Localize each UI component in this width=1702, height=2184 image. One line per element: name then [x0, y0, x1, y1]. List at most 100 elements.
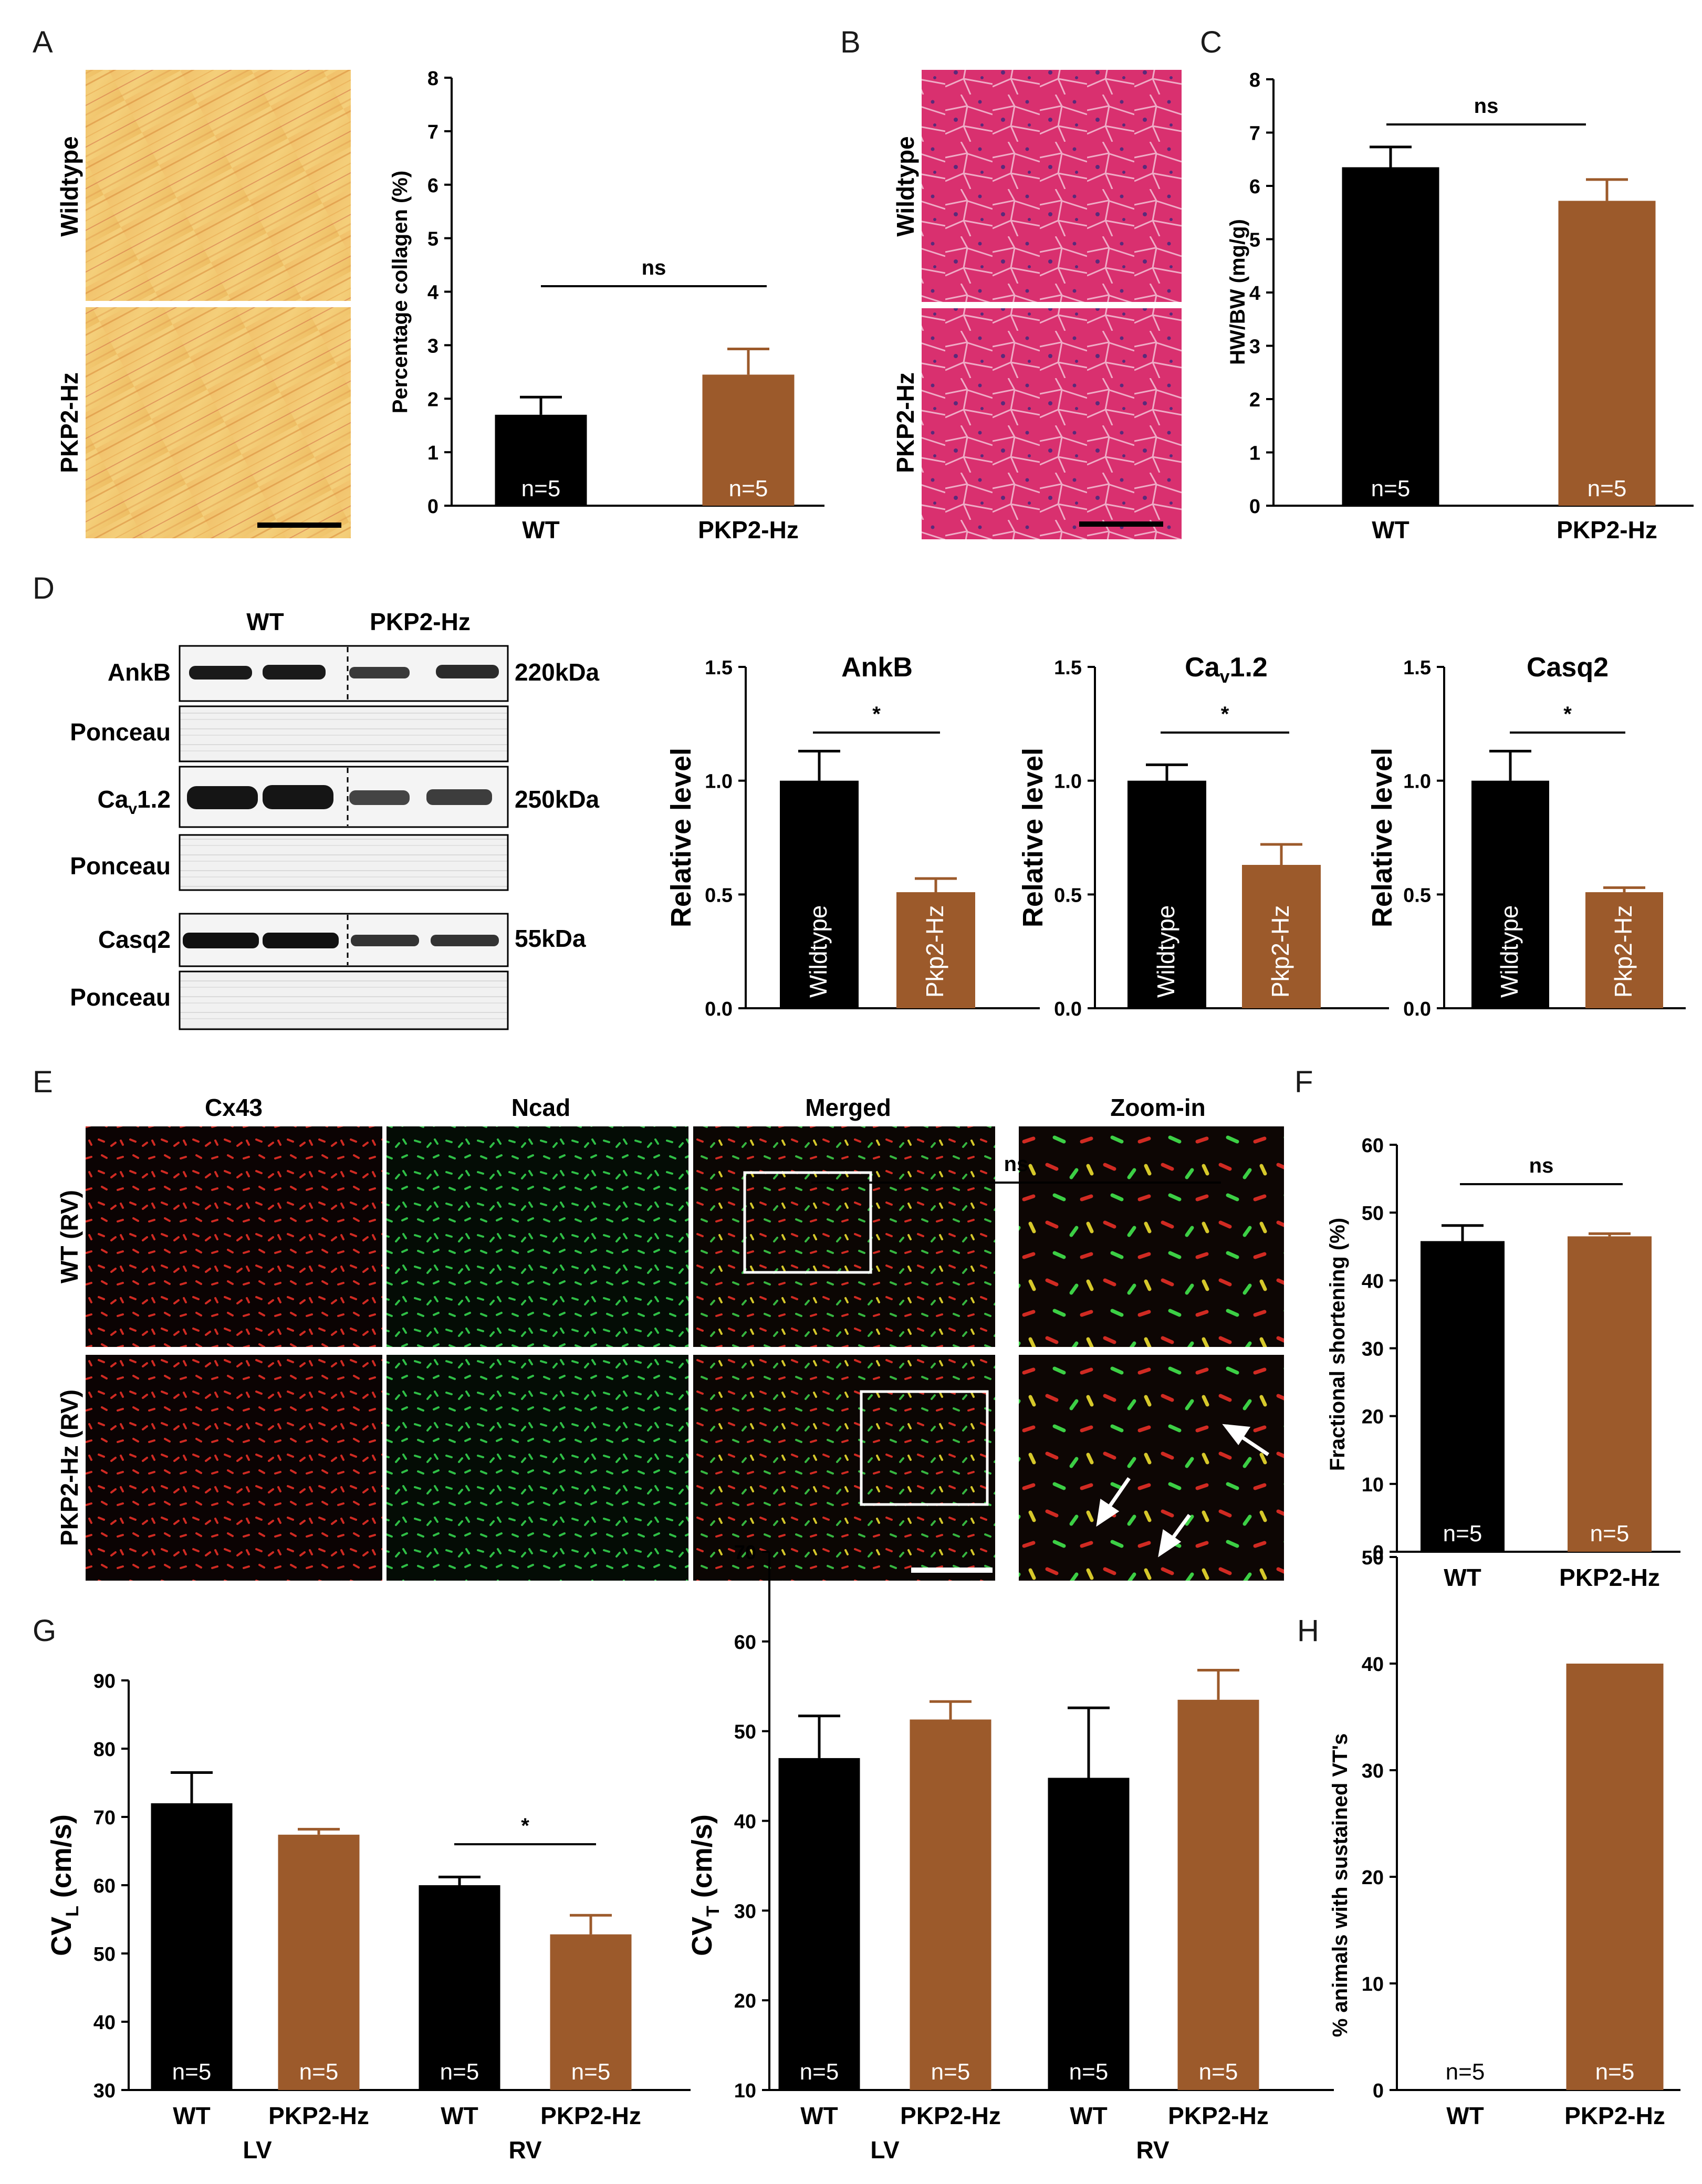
y-tick-label: 50: [734, 1721, 756, 1743]
y-tick-label: 1.0: [1054, 771, 1082, 793]
x-group-label: RV: [1136, 2136, 1169, 2164]
y-tick-label: 5: [1249, 229, 1260, 252]
y-tick-label: 10: [734, 2080, 756, 2102]
column-title-zoom-in: Zoom-in: [1110, 1094, 1205, 1121]
y-axis-title: % animals with sustained VT's: [1329, 1733, 1352, 2037]
bar-category-label: Pkp2-Hz: [1267, 905, 1294, 998]
panel-label-e: E: [33, 1065, 53, 1099]
y-tick-label: 6: [1249, 176, 1260, 198]
y-axis-title: Relative level: [665, 748, 697, 927]
bar: [1585, 892, 1663, 1008]
row-label-wt-rv: WT (RV): [56, 1190, 83, 1283]
y-tick-label: 1.5: [1054, 657, 1082, 679]
y-axis-title-main: CV: [686, 1917, 718, 1956]
y-tick-label: 1.5: [705, 657, 733, 679]
y-tick-label: 0: [1373, 2080, 1384, 2102]
chart-title-main: Ca: [1185, 652, 1220, 683]
row-label-pkp2-hz: PKP2-Hz: [892, 372, 919, 473]
y-tick-label: 0.0: [1403, 998, 1431, 1020]
panel-e-immunofluorescence: Cx43 Ncad Merged Zoom-in WT (RV) PKP2-Hz…: [56, 1094, 1284, 1581]
y-tick-label: 40: [93, 2012, 116, 2034]
n-count-label: n=5: [440, 2059, 479, 2085]
x-category-label: WT: [1372, 516, 1409, 544]
column-title-merged: Merged: [805, 1094, 891, 1121]
panel-label-f: F: [1294, 1065, 1313, 1099]
blot-size-casq2: 55kDa: [515, 925, 586, 952]
blot-label-casq2: Casq2: [98, 926, 171, 953]
bar: [1342, 167, 1439, 506]
chart-title: Cav1.2: [1185, 652, 1268, 687]
n-count-label: n=5: [1595, 2059, 1635, 2085]
bar-category-label: Wildtype: [805, 905, 832, 998]
y-tick-label: 1.0: [1403, 771, 1431, 793]
panel-label-c: C: [1200, 25, 1222, 59]
y-axis-title-sub: L: [62, 1906, 82, 1917]
bar: [1242, 865, 1321, 1008]
panel-label-a: A: [33, 25, 53, 59]
y-axis-title: CVT (cm/s): [686, 1814, 723, 1956]
y-tick-label: 60: [1362, 1135, 1384, 1157]
blot-label-cav12-main: Ca: [98, 786, 129, 813]
y-axis-title-text: Relative level: [1017, 748, 1049, 927]
n-count-label: n=5: [299, 2059, 339, 2085]
y-tick-label: 50: [1362, 1203, 1384, 1225]
blot-group-wt: WT: [246, 608, 284, 635]
n-count-label: n=5: [1446, 2059, 1485, 2085]
y-axis-title-sub: T: [703, 1906, 723, 1917]
blot-strip-ponceau: [179, 970, 509, 1030]
blot-label-ponceau: Ponceau: [70, 718, 171, 746]
he-image-pkp2-hz: [922, 308, 1182, 539]
bar: [778, 1758, 860, 2090]
y-tick-label: 10: [1362, 1973, 1384, 1995]
chart-casq2: 0.0 0.5 1.0 1.5 Relative level Casq2 Wildtype P…: [1366, 652, 1686, 1020]
n-count-label: n=5: [800, 2059, 839, 2085]
chart-fractional-shortening: 0 10 20 30 40 50 60 Fractional shortening (%) WT…: [1326, 1135, 1680, 1591]
blot-label-ankb: AnkB: [108, 659, 171, 686]
n-count-label: n=5: [1069, 2059, 1109, 2085]
blot-size-cav12: 250kDa: [515, 786, 600, 813]
n-count-label: n=5: [571, 2059, 611, 2085]
y-tick-label: 20: [1362, 1406, 1384, 1428]
blot-label-ponceau: Ponceau: [70, 984, 171, 1011]
merged-image-wt: [693, 1126, 995, 1347]
bar: [1568, 1236, 1652, 1552]
y-tick-label: 3: [1249, 336, 1260, 358]
chart-cv-longitudinal: 30 40 50 60 70 80 90 CVL (cm/s) WT n=5 PKP2-Hz n=5 W…: [46, 1670, 691, 2164]
significance-label: ns: [1004, 1153, 1029, 1176]
bar: [896, 892, 975, 1008]
x-category-label: PKP2-Hz: [1557, 516, 1657, 544]
bar: [780, 780, 859, 1008]
y-tick-label: 1: [1249, 443, 1260, 465]
y-tick-label: 0.5: [1403, 884, 1431, 906]
y-tick-label: 90: [93, 1670, 116, 1692]
y-axis-title-rest: (cm/s): [686, 1814, 718, 1906]
chart-title: AnkB: [841, 652, 913, 683]
y-tick-label: 7: [427, 121, 438, 143]
y-tick-label: 2: [427, 389, 438, 411]
y-tick-label: 7: [1249, 123, 1260, 145]
x-category-label: WT: [522, 516, 560, 544]
y-axis-title-text: Percentage collagen (%): [389, 171, 412, 413]
n-count-label: n=5: [1590, 1521, 1630, 1546]
y-tick-label: 80: [93, 1739, 116, 1761]
y-tick-label: 0: [427, 496, 438, 518]
chart-cv-transverse: 10 20 30 40 50 60 70 CVT (cm/s) WT n=5 PKP2-Hz n=5 W…: [686, 1153, 1334, 2164]
chart-cav12: 0.0 0.5 1.0 1.5 Relative level Cav1.2 Wildtype…: [1017, 652, 1389, 1020]
blot-size-ankb: 220kDa: [515, 659, 600, 686]
significance-label: *: [1563, 703, 1572, 726]
blot-label-cav12-sub: v: [128, 800, 137, 818]
x-category-label: PKP2-Hz: [268, 2102, 369, 2129]
y-axis-title: Relative level: [1017, 748, 1049, 927]
y-axis-title-main: CV: [46, 1917, 77, 1956]
y-tick-label: 50: [1362, 1547, 1384, 1569]
y-tick-label: 40: [1362, 1270, 1384, 1292]
significance-label: *: [1221, 703, 1229, 726]
x-group-label: LV: [243, 2136, 272, 2164]
column-title-ncad: Ncad: [511, 1094, 570, 1121]
zoom-region-box: [860, 1390, 989, 1506]
y-tick-label: 50: [93, 1943, 116, 1966]
bar: [495, 414, 587, 506]
y-tick-label: 0: [1249, 496, 1260, 518]
x-group-label: RV: [508, 2136, 541, 2164]
y-tick-label: 20: [734, 1990, 756, 2012]
